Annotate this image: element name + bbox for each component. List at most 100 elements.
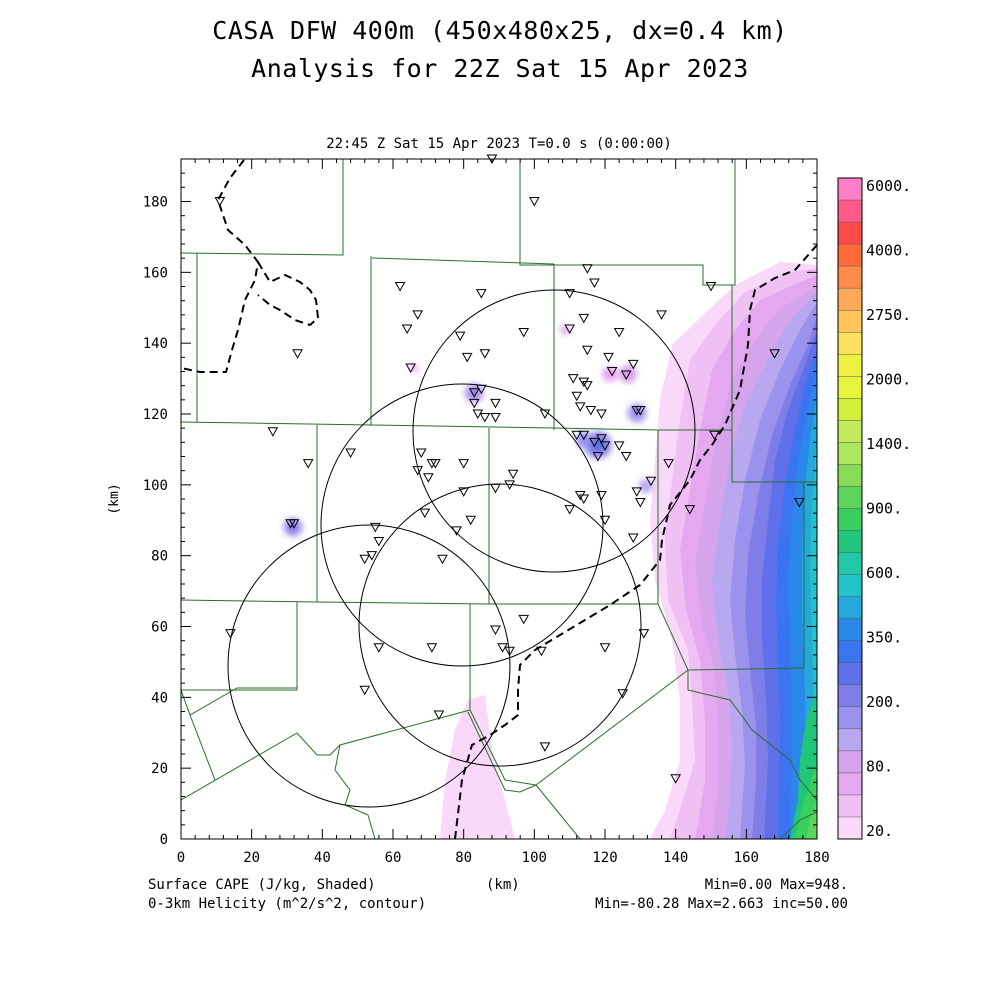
station-marker [458, 459, 470, 469]
footer-contour-range: Min=-80.28 Max=2.663 inc=50.00 [595, 896, 848, 912]
colorbar-swatch [838, 552, 862, 576]
station-marker [497, 643, 508, 653]
station-marker [670, 774, 682, 784]
station-marker [793, 498, 805, 508]
station-marker [302, 459, 314, 469]
colorbar: 6000. 4000. 2750. 2000. 1400. 900. 600. 350. 200… [837, 177, 911, 840]
y-tick-label: 120 [143, 407, 168, 423]
colorbar-label: 80. [866, 758, 893, 776]
colorbar-label: 600. [866, 564, 902, 582]
x-tick-label: 20 [243, 850, 260, 866]
station-marker [486, 154, 498, 165]
y-tick-label: 100 [143, 478, 168, 494]
station-marker [518, 614, 530, 625]
x-tick-label: 180 [804, 850, 829, 866]
colorbar-label: 2750. [866, 306, 911, 324]
station-marker [769, 349, 780, 359]
station-marker [345, 448, 356, 458]
station-marker [504, 480, 515, 490]
county-boundaries [181, 159, 817, 839]
station-marker [490, 413, 501, 423]
station-marker [433, 710, 445, 721]
colorbar-swatch [838, 464, 862, 487]
station-marker [454, 331, 466, 342]
station-marker [401, 324, 413, 335]
colorbar-swatch [838, 332, 862, 355]
colorbar-swatch [838, 288, 862, 311]
station-marker [475, 289, 487, 299]
y-tick-label: 80 [151, 549, 168, 565]
y-tick-label: 40 [151, 690, 168, 706]
colorbar-swatch [838, 772, 862, 796]
station-marker [617, 689, 629, 699]
station-marker [645, 476, 657, 487]
colorbar-label: 2000. [866, 371, 911, 389]
colorbar-label: 4000. [866, 242, 911, 260]
station-marker [369, 522, 381, 533]
colorbar-label: 1400. [866, 435, 911, 453]
station-marker [631, 487, 643, 497]
colorbar-label: 350. [866, 629, 902, 647]
station-marker [581, 381, 593, 391]
station-marker [214, 197, 226, 207]
x-tick-label: 60 [385, 850, 402, 866]
x-tick-label: 140 [663, 850, 688, 866]
station-marker [592, 452, 604, 462]
station-marker [468, 398, 480, 409]
colorbar-swatch [838, 728, 862, 752]
station-marker [596, 409, 607, 420]
x-tick-label: 160 [734, 850, 759, 866]
station-marker [373, 537, 385, 547]
station-marker [571, 391, 583, 402]
colorbar-swatch [838, 508, 862, 532]
station-marker [479, 349, 491, 359]
station-marker [405, 363, 417, 373]
colorbar-label: 200. [866, 693, 902, 711]
station-marker [596, 434, 607, 444]
station-marker [599, 515, 611, 526]
station-marker [267, 427, 279, 437]
y-tick-label: 0 [160, 832, 168, 848]
station-marker [539, 742, 551, 752]
station-marker [426, 643, 438, 653]
station-marker [627, 359, 639, 370]
station-markers [214, 154, 805, 784]
colorbar-swatch [838, 684, 862, 708]
station-marker [366, 551, 378, 561]
station-marker [412, 466, 424, 476]
station-marker [504, 646, 515, 657]
colorbar-swatch [838, 794, 862, 818]
colorbar-label: 900. [866, 500, 902, 518]
dryline-dashed [454, 244, 817, 839]
colorbar-frame [837, 177, 863, 840]
x-tick-label: 0 [177, 850, 185, 866]
station-marker [539, 409, 551, 420]
station-marker [581, 345, 593, 356]
y-axis-ticks: 0 20 40 60 80 100 120 140 160 180 [143, 158, 817, 848]
station-marker [359, 685, 371, 696]
station-marker [437, 554, 448, 565]
station-marker [684, 505, 696, 515]
station-marker [292, 349, 303, 359]
y-tick-label: 140 [143, 336, 168, 352]
station-marker [564, 289, 576, 299]
colorbar-swatch [838, 266, 862, 289]
station-marker [373, 643, 385, 653]
station-marker [419, 508, 431, 519]
colorbar-swatch [838, 816, 862, 840]
station-marker [638, 629, 650, 639]
station-marker [603, 352, 614, 363]
colorbar-swatch [838, 706, 862, 730]
station-marker [490, 625, 501, 636]
colorbar-swatch [838, 750, 862, 774]
cape-shading [181, 159, 817, 839]
station-marker [451, 526, 462, 536]
station-marker [656, 310, 667, 320]
station-marker [627, 533, 639, 543]
station-marker [599, 441, 611, 451]
station-marker [422, 473, 434, 483]
station-marker [507, 469, 519, 480]
station-marker [571, 430, 583, 441]
station-marker [490, 483, 501, 494]
station-marker [581, 264, 593, 274]
